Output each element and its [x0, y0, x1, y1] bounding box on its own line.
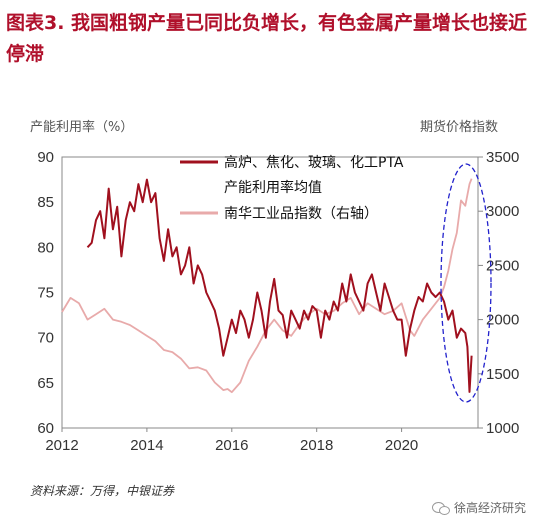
- right-tick-label: 1500: [486, 366, 519, 383]
- left-tick-label: 80: [37, 239, 54, 256]
- left-tick-label: 90: [37, 149, 54, 166]
- left-tick-label: 70: [37, 330, 54, 347]
- legend: 高炉、焦化、玻璃、化工PTA 产能利用率均值 南华工业品指数（右轴）: [180, 154, 404, 222]
- series-line-2: [61, 178, 473, 394]
- right-tick-label: 2000: [486, 312, 519, 329]
- left-axis-title: 产能利用率（%）: [30, 120, 134, 135]
- plot-border: [61, 156, 479, 429]
- x-tick-label: 2016: [215, 437, 248, 454]
- left-axis-ticks: 60 65 70 75 80 85 90: [37, 149, 54, 437]
- series-line-1: [86, 178, 473, 393]
- right-tick-label: 1000: [486, 420, 519, 437]
- x-tick-label: 2018: [300, 437, 333, 454]
- series-lines: [61, 178, 473, 394]
- legend-label-series2: 南华工业品指数（右轴）: [224, 206, 378, 222]
- plot-frame: [61, 156, 479, 429]
- legend-label-series1-line2: 产能利用率均值: [224, 179, 322, 196]
- x-tick-label: 2020: [385, 437, 418, 454]
- highlight-ellipse: [440, 163, 492, 403]
- x-tick-label: 2012: [45, 437, 78, 454]
- right-tick-label: 2500: [486, 257, 519, 274]
- watermark: 徐高经济研究: [432, 499, 526, 516]
- left-tick-label: 60: [37, 420, 54, 437]
- source-note: 资料来源：万得，中银证券: [30, 484, 175, 498]
- right-tick-label: 3000: [486, 203, 519, 220]
- watermark-text: 徐高经济研究: [454, 501, 527, 515]
- left-tick-label: 75: [37, 285, 54, 302]
- figure-title: 图表3. 我国粗钢产量已同比负增长，有色金属产量增长也接近停滞: [6, 12, 528, 65]
- wechat-icon: [432, 501, 450, 515]
- right-axis-ticks: 1000 1500 2000 2500 3000 3500: [478, 149, 519, 437]
- right-axis-title: 期货价格指数: [420, 120, 499, 135]
- x-tick-label: 2014: [130, 437, 163, 454]
- right-tick-label: 3500: [486, 149, 519, 166]
- left-tick-label: 65: [37, 375, 54, 392]
- left-tick-label: 85: [37, 194, 54, 211]
- x-axis-ticks: 2012 2014 2016 2018 2020: [45, 428, 418, 454]
- legend-label-series1-line1: 高炉、焦化、玻璃、化工PTA: [224, 154, 404, 171]
